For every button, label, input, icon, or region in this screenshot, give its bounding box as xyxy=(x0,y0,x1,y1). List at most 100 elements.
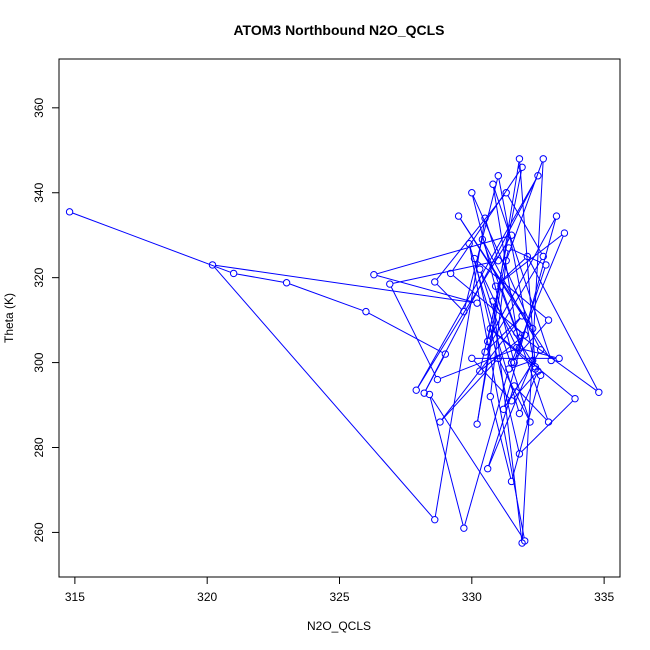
data-point xyxy=(362,307,370,316)
series-segment xyxy=(488,388,514,466)
data-point xyxy=(531,363,540,371)
x-axis-label: N2O_QCLS xyxy=(307,619,371,633)
series-segment xyxy=(521,161,544,540)
series-segment xyxy=(368,312,443,354)
series-segment xyxy=(236,273,284,283)
data-point xyxy=(536,346,545,354)
data-point xyxy=(208,261,217,269)
data-point xyxy=(470,254,479,263)
series-segment xyxy=(497,234,563,285)
series-segment xyxy=(376,275,475,303)
data-point xyxy=(476,367,484,375)
series-segment xyxy=(520,373,538,411)
series-segment xyxy=(452,275,523,334)
data-point xyxy=(595,388,603,397)
x-tick-label: 325 xyxy=(329,590,349,604)
data-point xyxy=(481,214,489,222)
data-point xyxy=(483,337,492,346)
data-point xyxy=(446,269,455,278)
data-point xyxy=(547,356,555,365)
data-point xyxy=(473,420,481,428)
series-segment xyxy=(390,286,437,377)
data-point xyxy=(441,350,450,358)
series-segment xyxy=(506,161,543,258)
series-segment xyxy=(490,399,512,479)
chart-title: ATOM3 Northbound N2O_QCLS xyxy=(233,22,444,38)
data-point xyxy=(465,239,473,248)
series-segment xyxy=(492,330,534,368)
series-segment xyxy=(521,400,574,452)
data-point xyxy=(483,465,492,473)
y-tick-label: 280 xyxy=(32,437,46,457)
series-lines xyxy=(72,161,598,540)
data-point xyxy=(505,365,513,373)
data-point xyxy=(505,244,513,252)
data-point xyxy=(468,189,476,197)
data-point xyxy=(386,280,394,288)
data-point xyxy=(544,316,553,324)
data-point xyxy=(502,256,510,265)
data-point xyxy=(518,539,526,547)
series-segment xyxy=(215,264,475,304)
data-point xyxy=(468,354,476,363)
data-point xyxy=(528,356,537,365)
series-segment xyxy=(469,246,525,538)
data-point xyxy=(507,477,516,486)
series-points xyxy=(65,155,603,547)
data-point xyxy=(460,307,468,316)
data-point xyxy=(497,282,505,290)
data-point xyxy=(494,172,502,180)
data-point xyxy=(412,386,420,394)
data-point xyxy=(454,212,463,220)
data-point xyxy=(489,297,497,305)
data-point xyxy=(476,265,484,273)
series-segment xyxy=(481,336,523,370)
y-tick-label: 340 xyxy=(32,182,46,202)
series-segment xyxy=(490,263,507,394)
series-segment xyxy=(519,334,597,391)
series-segment xyxy=(499,360,530,420)
series-segment xyxy=(434,221,486,517)
data-point xyxy=(425,390,434,399)
data-point xyxy=(515,409,524,418)
series-segment xyxy=(464,178,498,309)
data-point xyxy=(507,231,516,239)
data-point xyxy=(526,418,534,426)
x-tick-label: 335 xyxy=(594,590,614,604)
series-segment xyxy=(493,187,551,358)
data-point xyxy=(560,229,569,237)
data-point xyxy=(536,371,545,380)
series-segment xyxy=(429,397,464,526)
data-point xyxy=(510,358,518,367)
data-point xyxy=(539,155,547,163)
data-point xyxy=(282,279,291,287)
y-axis: 260 280 300 320 340 360 xyxy=(32,97,59,542)
data-point xyxy=(481,348,489,356)
data-point xyxy=(494,354,502,363)
data-point xyxy=(528,324,537,333)
series-segment xyxy=(503,219,557,407)
x-tick-label: 315 xyxy=(65,590,85,604)
plot-frame xyxy=(58,58,621,578)
series-segment xyxy=(513,373,537,399)
data-point xyxy=(515,450,524,458)
y-tick-label: 320 xyxy=(32,267,46,287)
series-segment xyxy=(376,235,509,275)
series-segment xyxy=(485,221,498,258)
data-point xyxy=(436,418,444,426)
data-point xyxy=(515,344,524,352)
series-segment xyxy=(214,267,434,518)
x-axis: 315 320 325 330 335 xyxy=(65,577,614,604)
data-point xyxy=(555,354,563,363)
series-segment xyxy=(452,169,521,272)
series-segment xyxy=(488,363,532,466)
data-point xyxy=(571,394,579,403)
y-tick-label: 360 xyxy=(32,97,46,117)
data-point xyxy=(478,235,487,244)
series-segment xyxy=(472,195,532,326)
data-point xyxy=(420,389,428,397)
series-segment xyxy=(392,260,496,284)
data-point xyxy=(534,172,542,180)
series-segment xyxy=(488,218,556,339)
data-point xyxy=(518,312,526,320)
